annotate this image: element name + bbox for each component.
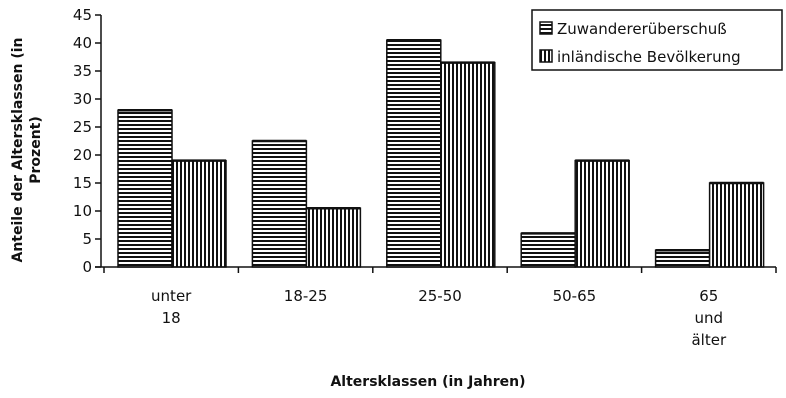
legend: Zuwandererüberschuß inländische Bevölkeru… — [531, 9, 783, 71]
bar-zuwanderer-2 — [386, 39, 442, 268]
bars — [117, 38, 765, 268]
y-axis-ticks: 0 5 10 15 20 25 30 35 40 45 — [73, 6, 101, 276]
y-tick-label: 25 — [73, 118, 92, 136]
axes — [95, 15, 777, 273]
y-tick-label: 35 — [73, 62, 92, 80]
bar-inlaendisch-3 — [574, 159, 630, 268]
bar-inlaendisch-0 — [171, 159, 227, 268]
y-tick-label: 5 — [82, 230, 92, 248]
legend-label: Zuwandererüberschuß — [557, 20, 727, 38]
y-tick-label: 15 — [73, 174, 92, 192]
y-tick-label: 10 — [73, 202, 92, 220]
x-axis-title: Altersklassen (in Jahren) — [330, 374, 525, 390]
bar-zuwanderer-0 — [117, 109, 173, 268]
category-label: 65 und älter — [691, 287, 726, 349]
legend-swatch — [539, 49, 553, 63]
category-label: 25-50 — [418, 287, 462, 305]
bar-zuwanderer-3 — [520, 232, 576, 268]
bar-zuwanderer-4 — [654, 249, 711, 268]
category-label: 50-65 — [553, 287, 597, 305]
legend-box — [531, 9, 783, 71]
bar-inlaendisch-1 — [305, 207, 362, 268]
y-tick-label: 30 — [73, 90, 92, 108]
category-label: unter 18 — [151, 287, 192, 327]
bar-inlaendisch-2 — [440, 61, 496, 268]
legend-swatch — [539, 21, 553, 35]
bar-zuwanderer-1 — [251, 140, 308, 268]
category-label: 18-25 — [284, 287, 328, 305]
category-labels: unter 18 18-25 25-50 50-65 65 und älter — [151, 287, 727, 349]
y-axis-title: Anteile der Altersklassen (in Prozent) — [10, 37, 44, 262]
y-tick-label: 40 — [73, 34, 92, 52]
y-tick-label: 20 — [73, 146, 92, 164]
legend-label: inländische Bevölkerung — [557, 48, 741, 66]
y-tick-label: 0 — [82, 258, 92, 276]
y-tick-label: 45 — [73, 6, 92, 24]
bar-inlaendisch-4 — [708, 182, 765, 268]
